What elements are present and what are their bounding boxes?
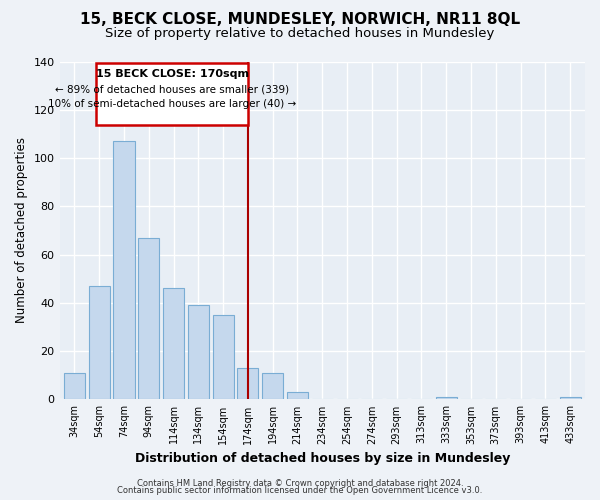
Bar [238,368,259,400]
Text: Contains public sector information licensed under the Open Government Licence v3: Contains public sector information licen… [118,486,482,495]
Bar [262,373,283,400]
X-axis label: Distribution of detached houses by size in Mundesley: Distribution of detached houses by size … [134,452,510,465]
Bar [64,373,85,400]
Bar [188,306,209,400]
Bar [89,286,110,400]
Text: Size of property relative to detached houses in Mundesley: Size of property relative to detached ho… [106,28,494,40]
Text: Contains HM Land Registry data © Crown copyright and database right 2024.: Contains HM Land Registry data © Crown c… [137,478,463,488]
Bar [560,397,581,400]
FancyBboxPatch shape [96,62,248,126]
Text: 10% of semi-detached houses are larger (40) →: 10% of semi-detached houses are larger (… [48,99,296,109]
Bar [163,288,184,400]
Bar [287,392,308,400]
Text: ← 89% of detached houses are smaller (339): ← 89% of detached houses are smaller (33… [55,84,289,94]
Bar [212,315,233,400]
Y-axis label: Number of detached properties: Number of detached properties [15,138,28,324]
Bar [138,238,160,400]
Bar [436,397,457,400]
Text: 15 BECK CLOSE: 170sqm: 15 BECK CLOSE: 170sqm [96,68,249,78]
Bar [113,141,134,400]
Text: 15, BECK CLOSE, MUNDESLEY, NORWICH, NR11 8QL: 15, BECK CLOSE, MUNDESLEY, NORWICH, NR11… [80,12,520,28]
